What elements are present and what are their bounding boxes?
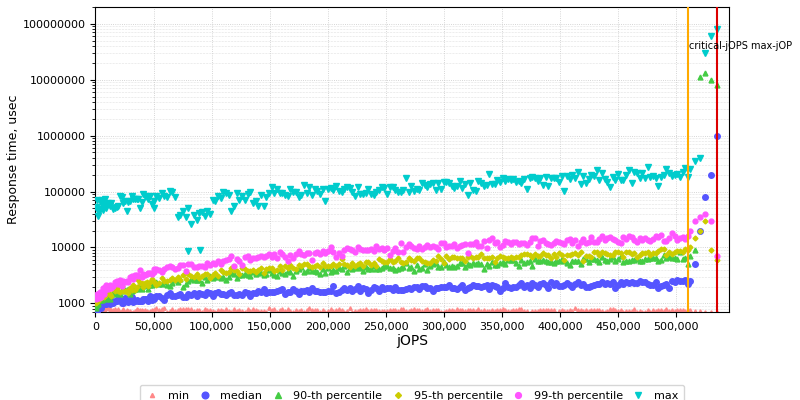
min	[105, 307, 114, 312]
Y-axis label: Response time, usec: Response time, usec	[7, 95, 20, 224]
95-th percentile	[106, 294, 116, 298]
max	[683, 174, 693, 179]
max	[355, 192, 365, 196]
min	[130, 309, 140, 314]
median	[106, 298, 116, 303]
min	[91, 309, 101, 314]
min	[683, 308, 693, 312]
99-th percentile	[667, 230, 677, 235]
99-th percentile	[130, 273, 140, 278]
99-th percentile	[226, 254, 236, 258]
max	[186, 222, 196, 227]
max	[130, 196, 140, 201]
min	[256, 309, 266, 314]
90-th percentile	[226, 271, 236, 276]
99-th percentile	[91, 296, 101, 301]
99-th percentile	[353, 244, 362, 249]
min	[551, 311, 561, 316]
min	[226, 310, 236, 315]
min	[355, 308, 365, 313]
95-th percentile	[681, 246, 690, 251]
max	[230, 204, 239, 208]
max	[342, 184, 352, 189]
median	[683, 282, 693, 286]
min	[305, 306, 314, 310]
99-th percentile	[256, 253, 266, 258]
95-th percentile	[230, 267, 239, 272]
95-th percentile	[132, 284, 142, 289]
90-th percentile	[683, 261, 693, 266]
median	[355, 288, 365, 293]
95-th percentile	[355, 260, 365, 265]
90-th percentile	[105, 296, 114, 301]
90-th percentile	[256, 270, 266, 275]
Text: critical-jOPS max-jOP: critical-jOPS max-jOP	[689, 41, 792, 51]
99-th percentile	[683, 234, 693, 238]
max	[91, 204, 101, 209]
Line: max: max	[93, 164, 690, 227]
max	[105, 204, 114, 208]
median	[91, 306, 101, 311]
95-th percentile	[91, 298, 101, 303]
Line: median: median	[93, 277, 690, 313]
Line: 90-th percentile: 90-th percentile	[94, 250, 690, 310]
99-th percentile	[339, 248, 349, 252]
Legend: min, median, 90-th percentile, 95-th percentile, 99-th percentile, max: min, median, 90-th percentile, 95-th per…	[140, 385, 684, 400]
Line: 95-th percentile: 95-th percentile	[94, 247, 690, 304]
X-axis label: jOPS: jOPS	[396, 334, 428, 348]
90-th percentile	[130, 287, 140, 292]
90-th percentile	[91, 306, 101, 310]
median	[132, 298, 142, 302]
max	[643, 164, 653, 169]
90-th percentile	[353, 264, 362, 268]
99-th percentile	[105, 282, 114, 287]
median	[259, 286, 269, 291]
95-th percentile	[342, 262, 352, 267]
95-th percentile	[683, 248, 693, 252]
median	[342, 288, 352, 292]
min	[342, 308, 352, 313]
Line: min: min	[94, 306, 690, 316]
90-th percentile	[339, 264, 349, 268]
95-th percentile	[259, 270, 269, 275]
90-th percentile	[675, 250, 685, 255]
95-th percentile	[91, 300, 101, 305]
median	[92, 308, 102, 313]
Line: 99-th percentile: 99-th percentile	[94, 230, 690, 301]
median	[230, 292, 239, 297]
median	[681, 277, 690, 282]
max	[259, 203, 269, 208]
